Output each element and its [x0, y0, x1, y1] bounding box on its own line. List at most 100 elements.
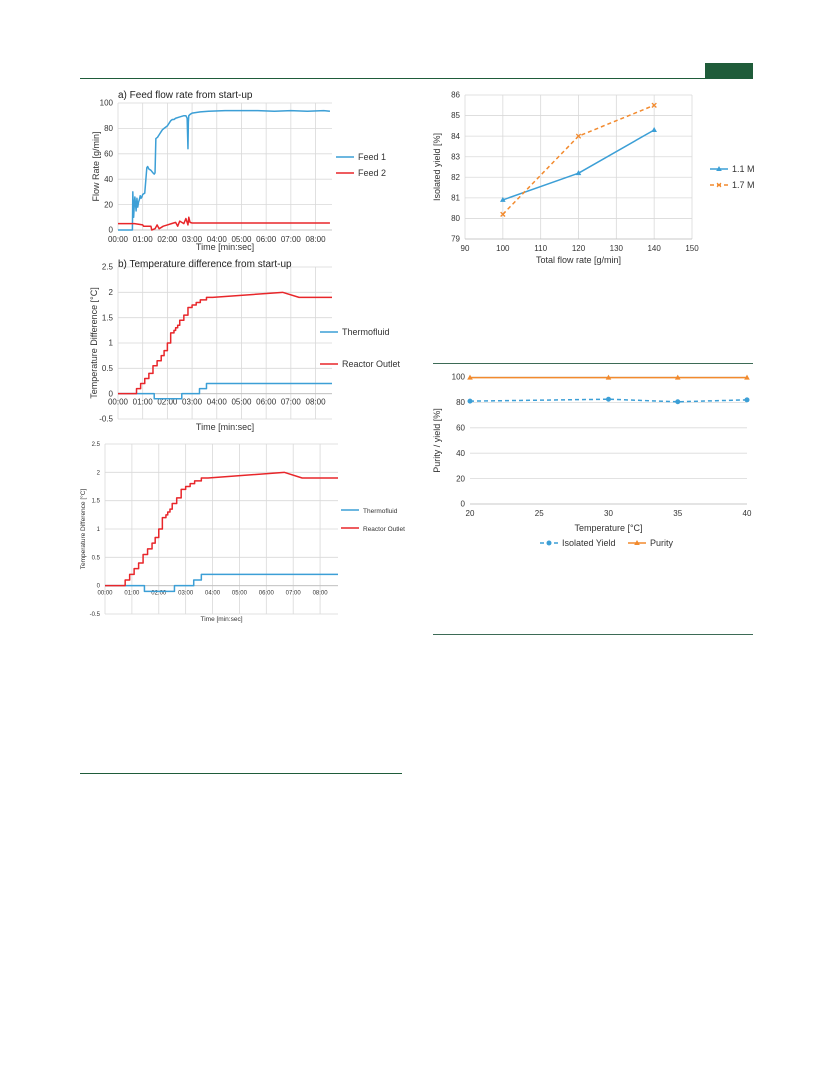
temp-y-axis-label: Temperature Difference [°C]: [89, 287, 99, 398]
footnote-rule: [80, 773, 402, 774]
flow-x-axis-label: Time [min:sec]: [196, 242, 254, 252]
yield-data-point: [575, 133, 582, 139]
purity-x-tick-label: 35: [673, 509, 682, 518]
flow-y-tick-label: 80: [104, 124, 113, 133]
yield-legend-marker: [716, 166, 722, 171]
yield-legend-label: 1.7 M: [732, 180, 755, 190]
purity-y-tick-label: 80: [456, 398, 465, 407]
purity-legend-marker: [546, 540, 552, 546]
temp2-x-tick-label: 08:00: [313, 591, 329, 597]
temp-y-tick-label: 2: [109, 288, 114, 297]
header-rule: [80, 78, 753, 79]
temp-legend-label: Thermofluid: [342, 327, 390, 337]
temp-y-tick-label: 0: [109, 389, 114, 398]
temp-y-tick-label: 1: [109, 339, 114, 348]
purity-data-point: [674, 374, 681, 380]
yield-y-tick-label: 81: [451, 194, 460, 203]
flow-y-tick-label: 0: [109, 226, 114, 235]
temp2-y-tick-label: -0.5: [90, 612, 101, 618]
purity-data-point: [606, 396, 611, 402]
purity-y-tick-label: 60: [456, 423, 465, 432]
yield-x-tick-label: 150: [685, 244, 699, 253]
temp2-y-axis-label: Temperature Difference [°C]: [79, 489, 87, 570]
temp2-y-tick-label: 0: [97, 584, 101, 590]
flow-x-tick-label: 01:00: [133, 235, 154, 244]
flow-x-tick-label: 03:00: [182, 235, 203, 244]
purity-y-tick-label: 20: [456, 474, 465, 483]
yield-y-tick-label: 82: [451, 173, 460, 182]
temp-x-tick-label: 06:00: [256, 398, 277, 407]
flow-y-axis-label: Flow Rate [g/min]: [91, 131, 101, 201]
temp2-y-tick-label: 0.5: [92, 555, 101, 561]
yield-y-tick-label: 79: [451, 235, 460, 244]
purity-x-tick-label: 30: [604, 509, 613, 518]
temp-y-tick-label: -0.5: [99, 415, 113, 424]
flow-x-tick-label: 00:00: [108, 235, 129, 244]
flow-x-tick-label: 06:00: [256, 235, 277, 244]
temp-y-tick-label: 2.5: [102, 263, 114, 272]
flow-legend-label: Feed 2: [358, 168, 386, 178]
yield-y-tick-label: 86: [451, 91, 460, 100]
flow-legend-label: Feed 1: [358, 152, 386, 162]
temp-x-tick-label: 05:00: [231, 398, 252, 407]
temp-series-line-1: [118, 291, 332, 395]
temp2-x-tick-label: 00:00: [97, 591, 113, 597]
temp-y-tick-label: 1.5: [102, 313, 114, 322]
purity-x-tick-label: 25: [535, 509, 544, 518]
purity-x-tick-label: 20: [466, 509, 475, 518]
yield-data-point: [651, 102, 657, 108]
flow-title: a) Feed flow rate from start-up: [118, 90, 253, 101]
yield-y-tick-label: 85: [451, 111, 460, 120]
purity-x-axis-label: Temperature [°C]: [574, 523, 642, 533]
temp2-y-tick-label: 1.5: [92, 499, 101, 505]
temp2-x-tick-label: 02:00: [151, 591, 167, 597]
purity-y-axis-label: Purity / yield [%]: [432, 408, 442, 473]
flow-series-line-0: [118, 109, 331, 231]
temp2-x-tick-label: 05:00: [232, 591, 248, 597]
yield-y-axis-label: Isolated yield [%]: [432, 133, 442, 201]
flow-y-tick-label: 60: [104, 149, 113, 158]
temp2-series-line-1: [105, 471, 338, 587]
temp-x-tick-label: 08:00: [306, 398, 327, 407]
purity-legend-label: Isolated Yield: [562, 538, 616, 548]
purity-data-point: [744, 397, 750, 403]
purity-y-tick-label: 100: [452, 373, 466, 382]
temp-x-tick-label: 04:00: [207, 398, 228, 407]
flow-y-tick-label: 100: [100, 99, 114, 108]
temp-y-tick-label: 0.5: [102, 364, 114, 373]
purity-legend-label: Purity: [650, 538, 674, 548]
yield-y-tick-label: 83: [451, 152, 460, 161]
flow-x-tick-label: 05:00: [231, 235, 252, 244]
figure-divider-bottom: [433, 634, 753, 635]
temp2-y-tick-label: 2: [97, 470, 101, 476]
yield-data-point: [651, 126, 657, 132]
header-tab: [705, 63, 753, 78]
yield-x-axis-label: Total flow rate [g/min]: [536, 255, 621, 265]
temp-legend-label: Reactor Outlet: [342, 359, 401, 369]
yield-data-point: [500, 196, 506, 202]
temp2-x-tick-label: 03:00: [178, 591, 194, 597]
yield-legend-marker: [716, 182, 722, 188]
figure-divider-top: [433, 363, 753, 364]
yield-y-tick-label: 84: [451, 132, 460, 141]
yield-x-tick-label: 130: [610, 244, 624, 253]
temp2-legend-label: Reactor Outlet: [363, 526, 405, 533]
yield-data-point: [575, 170, 582, 176]
temp2-x-tick-label: 06:00: [259, 591, 275, 597]
purity-data-point: [467, 374, 473, 380]
flow-x-tick-label: 04:00: [207, 235, 228, 244]
temp2-legend-label: Thermofluid: [363, 508, 398, 515]
temp-series-line-0: [118, 382, 332, 400]
purity-data-point: [605, 374, 612, 380]
yield-x-tick-label: 90: [461, 244, 470, 253]
temp2-x-tick-label: 04:00: [205, 591, 221, 597]
temp-x-tick-label: 02:00: [157, 398, 178, 407]
yield-data-point: [500, 211, 506, 217]
temp2-y-tick-label: 2.5: [92, 442, 101, 448]
yield-x-tick-label: 140: [647, 244, 661, 253]
yield-x-tick-label: 100: [496, 244, 510, 253]
temp-x-tick-label: 03:00: [182, 398, 203, 407]
purity-data-point: [744, 374, 750, 380]
temp2-x-tick-label: 01:00: [124, 591, 140, 597]
